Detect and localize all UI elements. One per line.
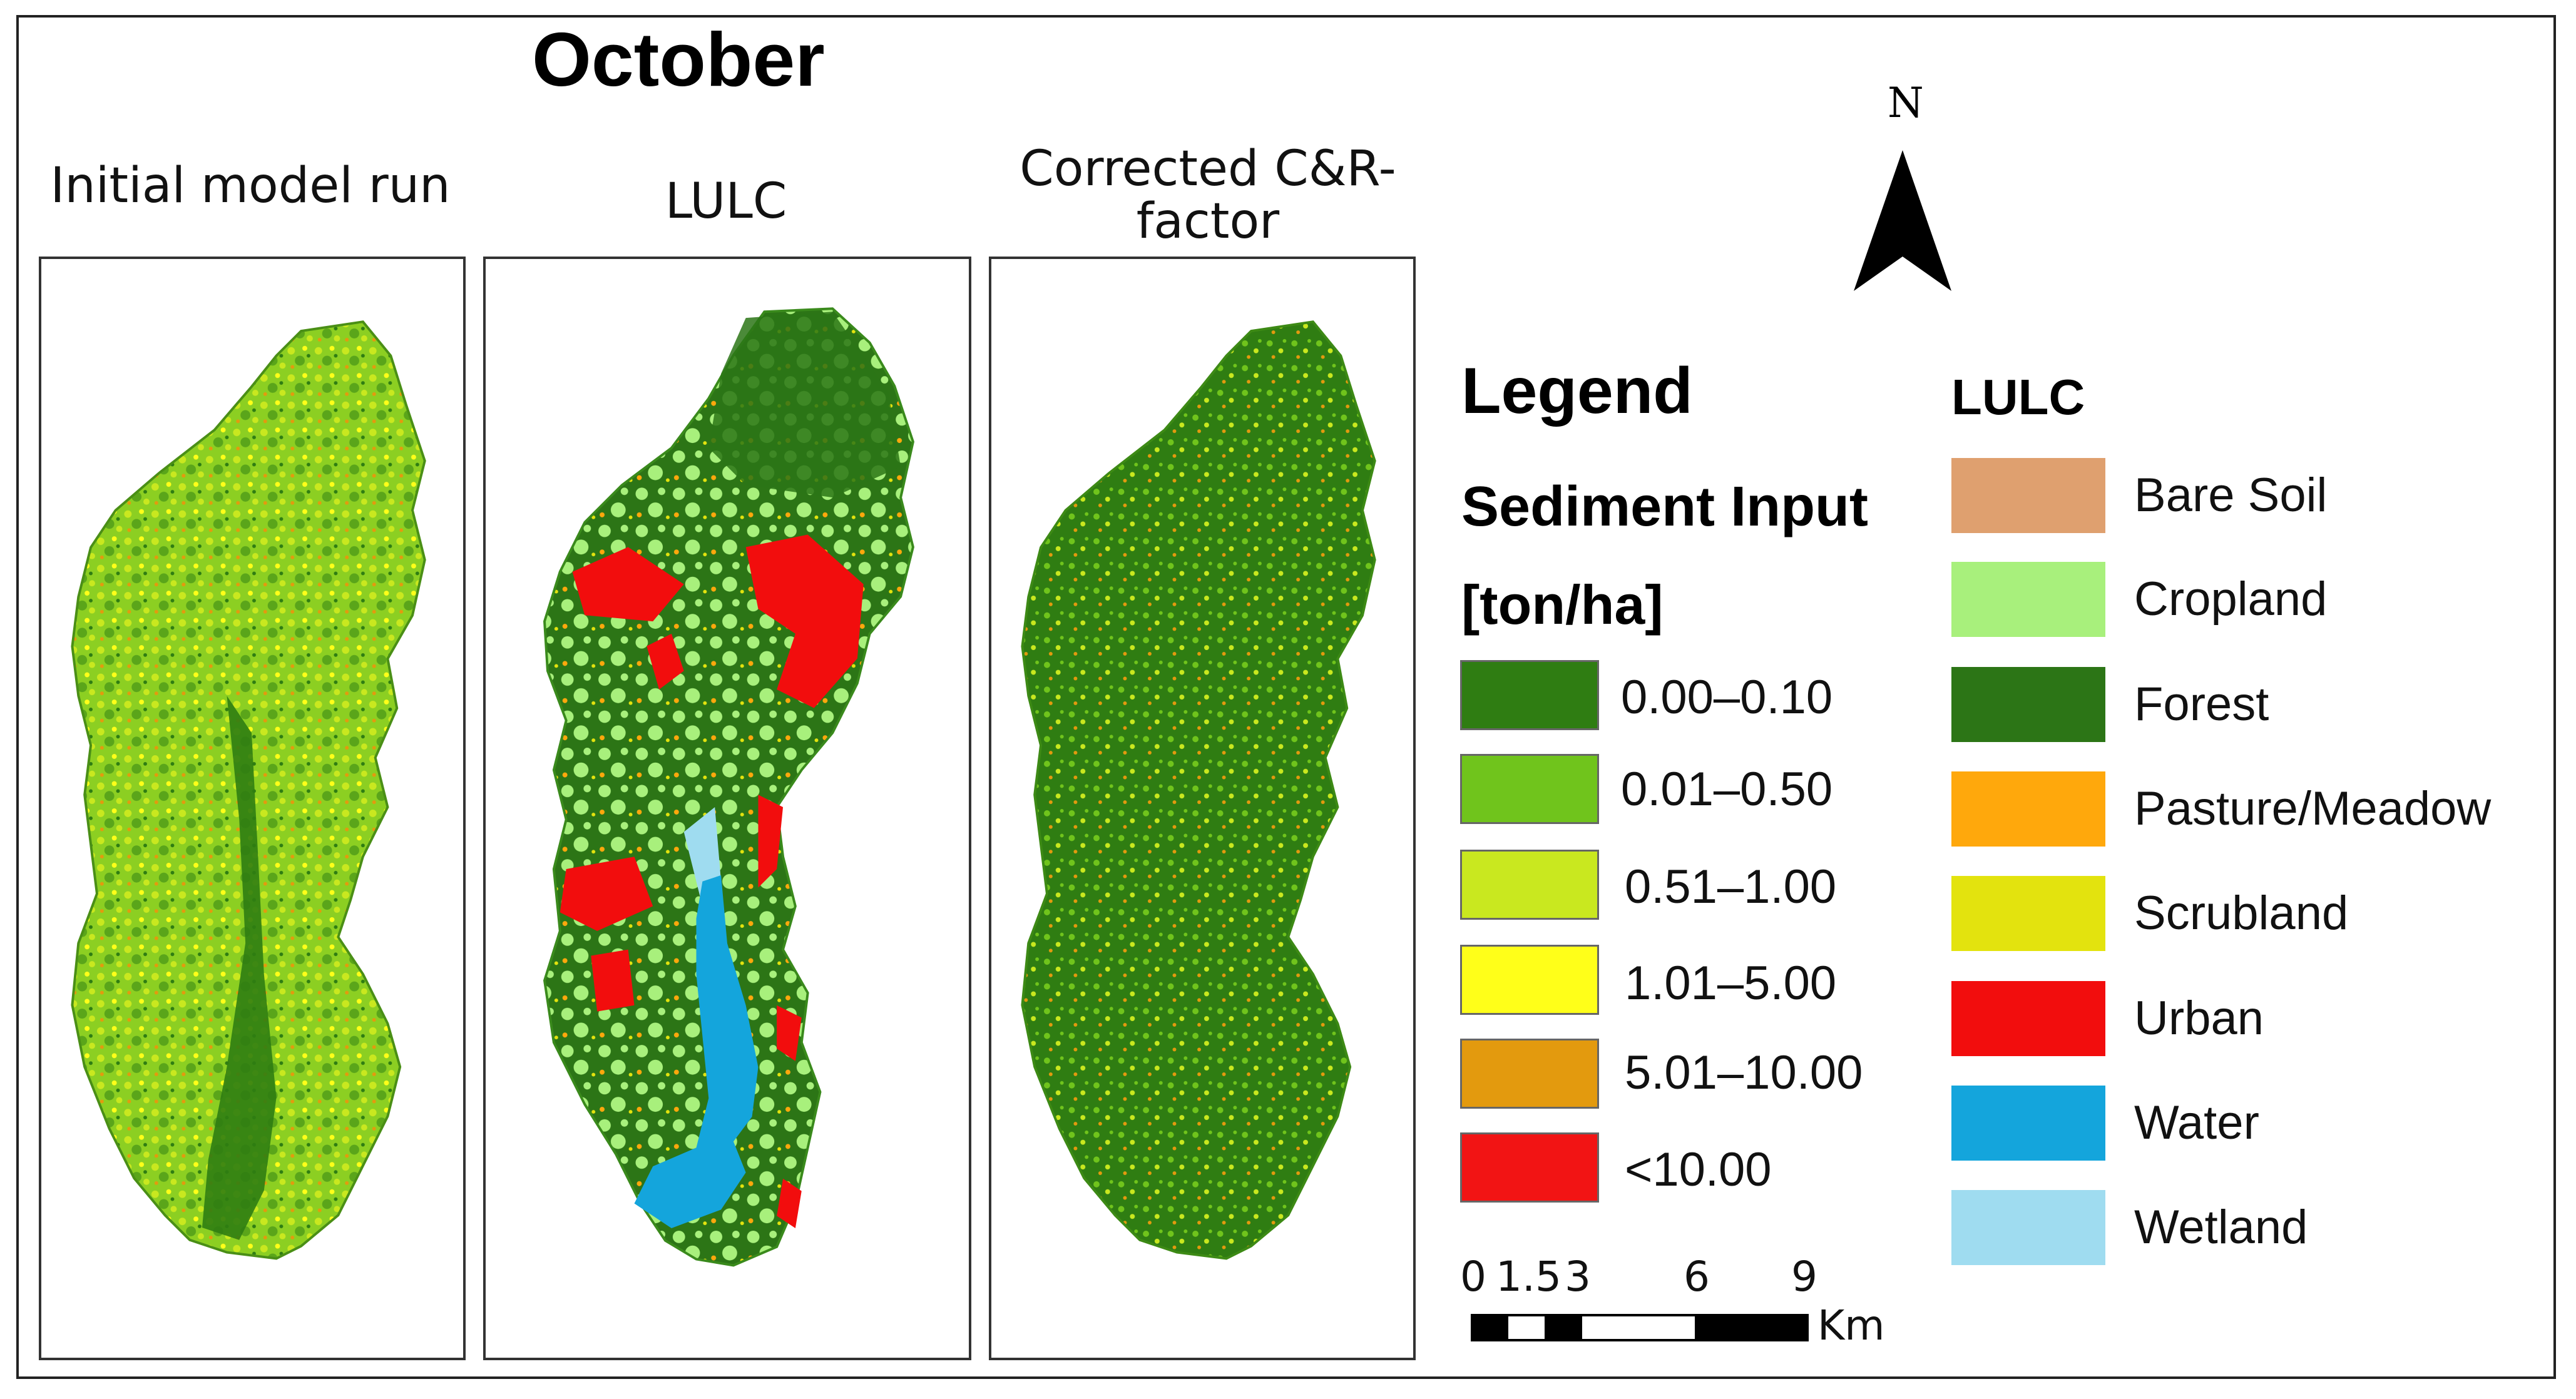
map-panel-initial [39,257,466,1360]
lulc-swatch-bare-soil [1951,458,2105,533]
lulc-swatch-wetland [1951,1190,2105,1265]
lulc-legend-title: LULC [1951,369,2085,425]
lulc-label-scrubland: Scrubland [2134,887,2349,940]
scale-tick-1: 1.5 [1496,1253,1561,1301]
lulc-label-bare-soil: Bare Soil [2134,469,2328,522]
sediment-label-1: 0.01–0.50 [1621,763,1833,816]
lulc-label-cropland: Cropland [2134,572,2328,626]
sediment-swatch-3 [1460,945,1599,1015]
scale-bar-graphic [1471,1314,1809,1341]
sediment-swatch-1 [1460,754,1599,824]
panel-label-initial: Initial model run [50,158,451,214]
sediment-unit: [ton/ha] [1461,574,1664,636]
sediment-label-5: <10.00 [1625,1143,1772,1196]
sediment-swatch-5 [1460,1132,1599,1203]
sediment-title: Sediment Input [1461,476,1868,538]
lulc-swatch-forest [1951,667,2105,742]
north-label: N [1888,79,1924,127]
map-panel-lulc [483,257,971,1360]
scale-tick-4: 9 [1791,1253,1817,1301]
lulc-swatch-scrubland [1951,876,2105,951]
scale-tick-2: 3 [1565,1253,1591,1301]
north-arrow-icon [1854,150,1951,291]
lulc-swatch-pasture [1951,771,2105,847]
lulc-label-pasture: Pasture/Meadow [2134,782,2492,835]
sediment-swatch-4 [1460,1039,1599,1109]
watershed-lulc [543,307,914,1267]
scale-tick-0: 0 [1460,1253,1486,1301]
sediment-label-0: 0.00–0.10 [1621,671,1833,724]
lulc-label-forest: Forest [2134,678,2269,731]
lulc-swatch-urban [1951,981,2105,1056]
sediment-swatch-0 [1460,660,1599,730]
sediment-label-3: 1.01–5.00 [1625,957,1837,1010]
lulc-label-wetland: Wetland [2134,1201,2308,1254]
sediment-swatch-2 [1460,850,1599,920]
sediment-label-4: 5.01–10.00 [1625,1046,1863,1099]
watershed-corrected [1021,320,1376,1260]
lulc-label-urban: Urban [2134,992,2264,1045]
map-panel-corrected [989,257,1416,1360]
scale-tick-3: 6 [1684,1253,1710,1301]
scale-unit: Km [1817,1301,1885,1350]
map-frame [16,15,2556,1379]
map-title: October [532,17,825,102]
watershed-initial [71,320,426,1260]
lulc-label-water: Water [2134,1096,2259,1149]
panel-label-lulc: LULC [665,173,787,230]
legend-title: Legend [1461,355,1693,427]
lulc-swatch-water [1951,1086,2105,1161]
lulc-swatch-cropland [1951,562,2105,637]
sediment-label-2: 0.51–1.00 [1625,860,1837,913]
panel-label-corrected: Corrected C&R-factor [1020,141,1396,250]
